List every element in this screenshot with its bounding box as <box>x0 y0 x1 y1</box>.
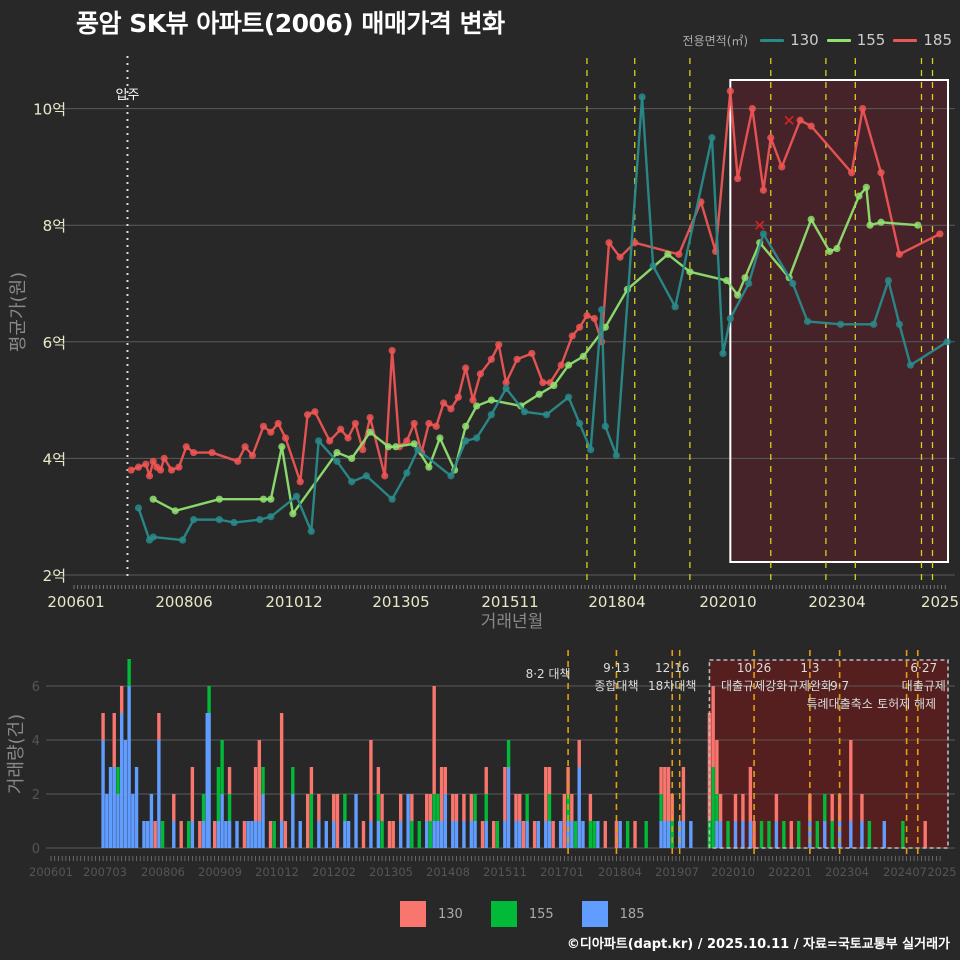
svg-text:201511: 201511 <box>481 593 538 611</box>
svg-text:8억: 8억 <box>43 217 66 235</box>
color-swatch-icon <box>581 901 608 927</box>
legend-title: 전용면적(㎡) <box>682 33 749 48</box>
color-swatch-icon <box>490 901 517 927</box>
svg-text:202304: 202304 <box>825 865 869 879</box>
svg-text:6: 6 <box>32 680 40 695</box>
svg-text:4: 4 <box>32 734 40 749</box>
source-credit: ©디아파트(dapt.kr) / 2025.10.11 / 자료=국토교통부 실… <box>566 937 950 952</box>
svg-text:9·7: 9·7 <box>830 679 849 693</box>
legend-bottom-155[interactable]: 155 <box>528 906 554 922</box>
svg-text:거래년월: 거래년월 <box>481 612 544 632</box>
svg-text:6·27: 6·27 <box>910 661 937 675</box>
svg-text:대출규제: 대출규제 <box>902 679 946 693</box>
svg-text:202201: 202201 <box>768 865 812 879</box>
svg-text:평균가(원): 평균가(원) <box>8 272 29 352</box>
svg-text:200806: 200806 <box>155 593 212 611</box>
svg-text:200601: 200601 <box>47 593 104 611</box>
svg-text:10억: 10억 <box>33 101 66 119</box>
svg-text:2025: 2025 <box>921 593 959 611</box>
svg-text:200703: 200703 <box>83 865 127 879</box>
svg-text:201012: 201012 <box>255 865 299 879</box>
svg-text:202304: 202304 <box>808 593 865 611</box>
svg-text:200601: 200601 <box>29 865 73 879</box>
svg-text:201408: 201408 <box>426 865 470 879</box>
svg-text:201012: 201012 <box>265 593 322 611</box>
svg-text:202010: 202010 <box>699 593 756 611</box>
svg-text:202407: 202407 <box>883 865 927 879</box>
svg-text:0: 0 <box>32 842 40 857</box>
svg-text:201907: 201907 <box>655 865 699 879</box>
svg-text:200909: 200909 <box>198 865 242 879</box>
line-swatch-icon <box>826 38 851 42</box>
line-swatch-icon <box>760 38 785 42</box>
svg-text:201701: 201701 <box>540 865 584 879</box>
svg-text:201511: 201511 <box>483 865 527 879</box>
svg-text:10·26: 10·26 <box>737 661 771 675</box>
svg-text:토허제 해제: 토허제 해제 <box>877 697 936 711</box>
svg-text:6억: 6억 <box>43 334 66 352</box>
chart-title: 풍암 SK뷰 아파트(2006) 매매가격 변화 <box>76 9 505 38</box>
svg-text:8·2 대책: 8·2 대책 <box>526 666 571 681</box>
svg-text:2: 2 <box>32 788 40 803</box>
legend-item-155[interactable]: 155 <box>826 31 885 49</box>
legend-item-130[interactable]: 130 <box>760 31 819 49</box>
svg-text:12·16: 12·16 <box>655 661 689 675</box>
svg-text:대출규제강화: 대출규제강화 <box>721 679 787 693</box>
legend-top: 전용면적(㎡) 130 155 185 <box>683 31 952 49</box>
svg-text:201305: 201305 <box>369 865 413 879</box>
svg-text:202010: 202010 <box>711 865 755 879</box>
svg-text:1·3: 1·3 <box>800 661 819 675</box>
color-swatch-icon <box>400 901 426 927</box>
svg-text:201804: 201804 <box>598 865 642 879</box>
svg-text:201804: 201804 <box>588 593 645 611</box>
volume-bar-chart: 0 2 4 6 8·2 대책 9·13 종합대책 12·16 18차대책 10·26 대출규제강화 1… <box>6 650 957 879</box>
svg-text:9·13: 9·13 <box>603 661 630 675</box>
svg-text:18차대책: 18차대책 <box>648 678 696 693</box>
svg-text:특례대출축소: 특례대출축소 <box>807 697 873 711</box>
legend-bottom: 130 155 185 <box>400 901 672 927</box>
svg-text:2025: 2025 <box>927 865 956 879</box>
svg-text:종합대책: 종합대책 <box>594 678 638 693</box>
svg-text:201305: 201305 <box>372 593 429 611</box>
legend-bottom-185[interactable]: 185 <box>619 906 645 922</box>
svg-text:2억: 2억 <box>43 567 66 585</box>
svg-text:거래량(건): 거래량(건) <box>6 714 27 794</box>
legend-bottom-130[interactable]: 130 <box>438 906 463 922</box>
price-line-chart: 2억 4억 6억 8억 10억 입주 200601 200806 201012 201305 201… <box>8 56 960 632</box>
svg-text:입주: 입주 <box>116 88 140 103</box>
svg-text:200806: 200806 <box>141 865 185 879</box>
svg-text:규제완화: 규제완화 <box>788 679 832 693</box>
svg-text:4억: 4억 <box>43 450 66 468</box>
legend-item-185[interactable]: 185 <box>893 31 952 49</box>
line-swatch-icon <box>893 38 918 42</box>
svg-text:201202: 201202 <box>312 865 356 879</box>
